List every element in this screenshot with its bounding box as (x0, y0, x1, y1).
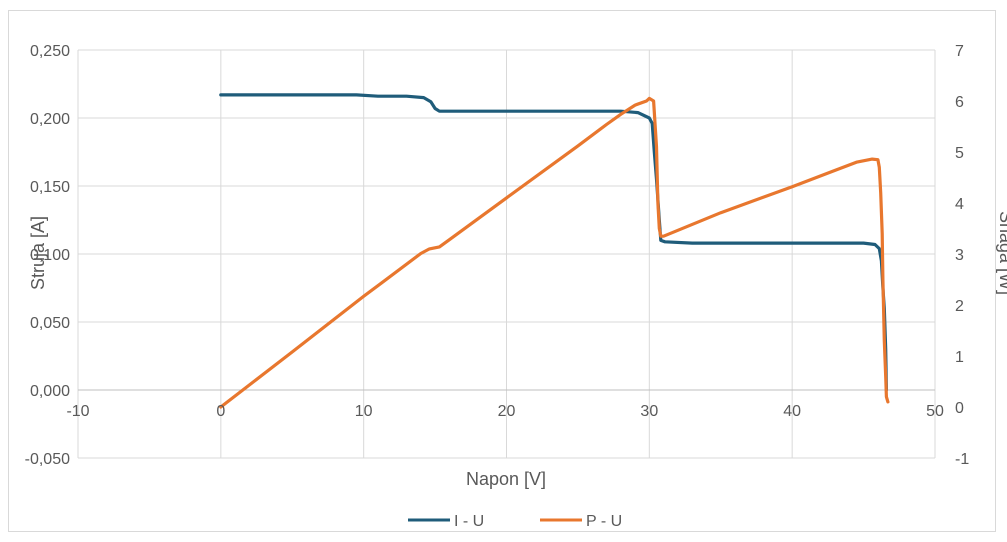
y-axis-title: Struja [A] (28, 216, 48, 290)
legend: I - U P - U (408, 513, 622, 530)
legend-label-iu: I - U (454, 513, 484, 530)
y2-tick-label: -1 (955, 451, 969, 468)
x-tick-label: 50 (926, 403, 944, 420)
x-axis-title: Napon [V] (466, 469, 546, 489)
x-tick-label: 20 (498, 403, 516, 420)
chart-frame (8, 10, 996, 532)
series-line-pu (219, 96, 890, 409)
y-tick-label: 0,050 (30, 315, 70, 332)
y-tick-label: 0,000 (30, 383, 70, 400)
y2-tick-label: 5 (955, 145, 964, 162)
x-tick-label: -10 (66, 403, 89, 420)
gridlines (77, 49, 936, 459)
y2-tick-label: 1 (955, 349, 964, 366)
y2-tick-label: 3 (955, 247, 964, 264)
y2-tick-label: 6 (955, 94, 964, 111)
y-tick-label: 0,150 (30, 179, 70, 196)
y2-tick-label: 4 (955, 196, 964, 213)
y2-tick-label: 2 (955, 298, 964, 315)
y-tick-label: -0,050 (25, 451, 70, 468)
plot-lines (219, 93, 890, 409)
x-tick-label: 40 (783, 403, 801, 420)
y-tick-label: 0,100 (30, 247, 70, 264)
y-tick-label: 0,250 (30, 43, 70, 60)
x-tick-label: 10 (355, 403, 373, 420)
y2-axis-title: Snaga [W] (996, 211, 1007, 295)
y2-tick-label: 7 (955, 43, 964, 60)
y2-tick-label: 0 (955, 400, 964, 417)
legend-label-pu: P - U (586, 513, 622, 530)
x-tick-label: 30 (640, 403, 658, 420)
x-tick-label: 0 (216, 403, 225, 420)
series-line-iu (219, 93, 889, 392)
y-tick-label: 0,200 (30, 111, 70, 128)
